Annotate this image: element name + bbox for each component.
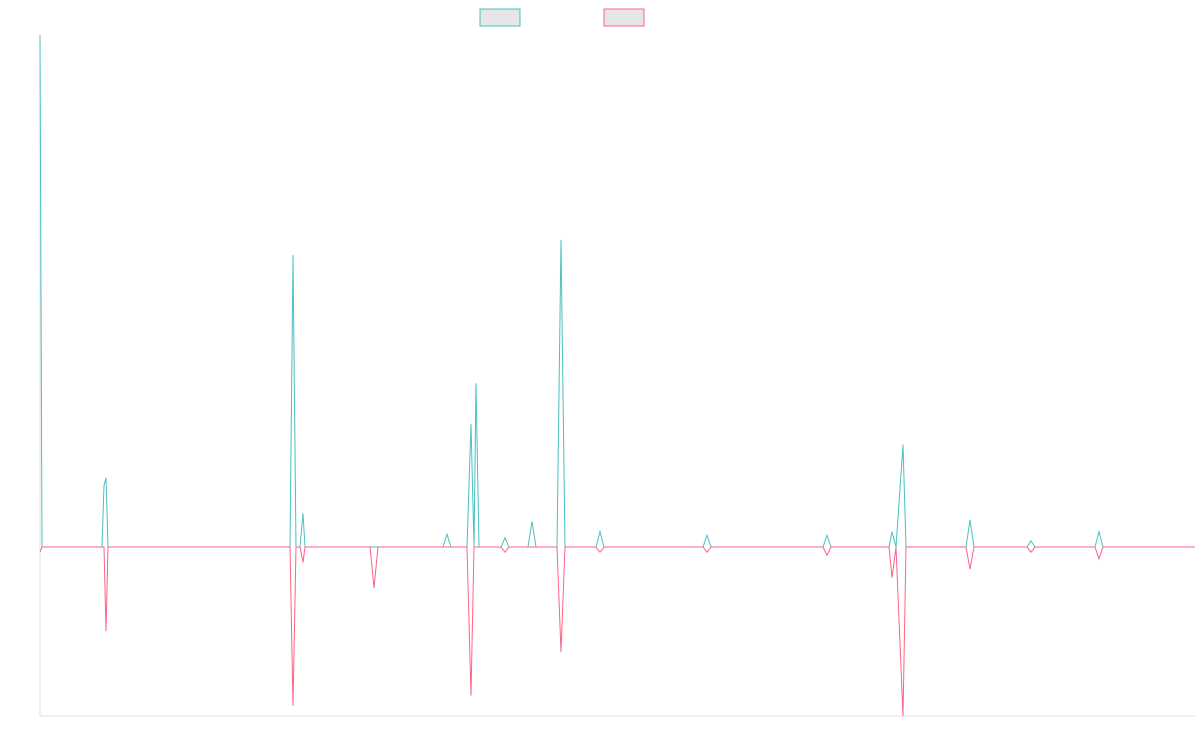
legend-swatch[interactable] [603,8,645,27]
legend-swatch[interactable] [479,8,521,27]
series-line [39,546,1195,717]
series-line [39,34,1195,548]
